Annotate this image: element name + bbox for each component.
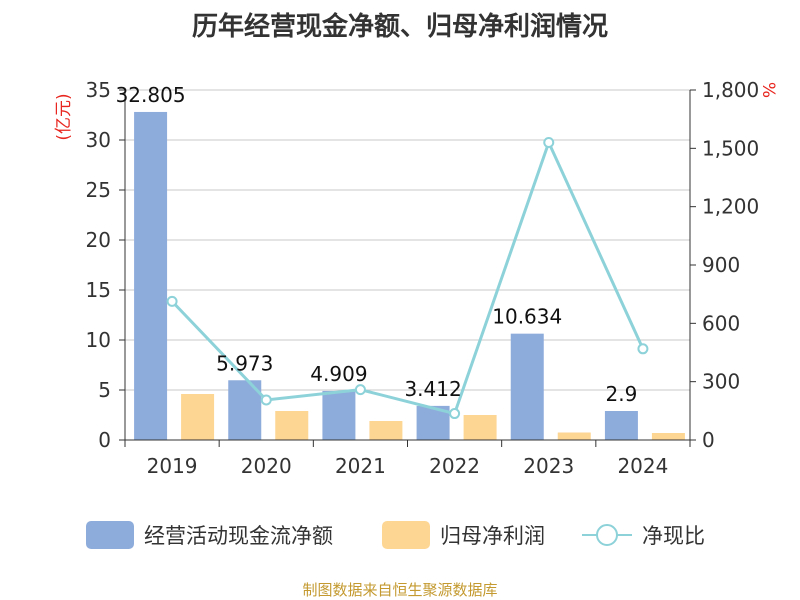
source-note: 制图数据来自恒生聚源数据库: [302, 581, 498, 599]
legend-label: 归母净利润: [440, 524, 545, 548]
y-right-unit: %: [758, 82, 778, 98]
legend-item-1[interactable]: 归母净利润: [382, 521, 545, 549]
data-labels: 32.805 5.973 4.909 3.412 10.634 2.9: [116, 83, 638, 406]
y-right-tick-label: 0: [702, 428, 715, 452]
legend-label: 净现比: [642, 524, 705, 548]
legend-item-2[interactable]: 净现比: [582, 524, 705, 548]
y-left-tick-label: 5: [98, 378, 111, 402]
y-left-tick-label: 35: [86, 78, 111, 102]
bar-net-profit: [463, 415, 497, 440]
bar-operating-cash: [510, 333, 544, 440]
legend-label: 经营活动现金流净额: [144, 524, 333, 548]
bar-operating-cash: [322, 390, 356, 440]
bar-net-profit: [181, 394, 215, 440]
ratio-point: [637, 343, 649, 355]
x-tick-label: 2024: [617, 454, 668, 478]
bar-net-profit: [651, 433, 685, 440]
ratio-line-path: [170, 138, 645, 416]
y-right-tick-label: 900: [702, 253, 740, 277]
legend-swatch: [382, 521, 430, 549]
y-right-tick-label: 1,200: [702, 195, 759, 219]
legend-marker: [596, 524, 618, 546]
bar-net-profit: [275, 411, 309, 440]
y-left-tick-label: 15: [86, 278, 111, 302]
legend-item-0[interactable]: 经营活动现金流净额: [86, 521, 333, 549]
ratio-point: [354, 384, 366, 396]
y-left-tick-label: 20: [86, 228, 111, 252]
y-left-unit: (亿元): [54, 93, 74, 140]
bars: [134, 111, 685, 440]
ratio-point: [166, 295, 178, 307]
ratio-line: [166, 137, 649, 420]
ratio-point: [543, 137, 555, 148]
grid-lines: [125, 89, 690, 391]
y-right-tick-label: 300: [702, 370, 740, 394]
y-right-tick-label: 1,500: [702, 136, 759, 160]
legend-swatch: [86, 521, 134, 549]
chart-title: 历年经营现金净额、归母净利润情况: [191, 12, 608, 42]
legend[interactable]: 经营活动现金流净额 归母净利润 净现比: [86, 521, 705, 549]
y-right-tick-label: 1,800: [702, 78, 759, 102]
y-left-tick-label: 30: [86, 128, 111, 152]
x-tick-label: 2020: [241, 454, 292, 478]
data-label: 4.909: [310, 362, 367, 386]
ratio-point: [260, 394, 272, 406]
axes: 0 5 10 15 20 25 30 35 0 300 600 900 1,200 1,500 1,800 (…: [54, 78, 778, 478]
data-label: 2.9: [606, 382, 638, 406]
y-left-tick-label: 10: [86, 328, 111, 352]
ratio-point: [449, 408, 461, 420]
data-label: 3.412: [404, 377, 461, 401]
bar-operating-cash: [134, 111, 168, 440]
x-tick-label: 2023: [523, 454, 574, 478]
bar-operating-cash: [604, 411, 638, 440]
y-left-tick-label: 0: [98, 428, 111, 452]
x-tick-label: 2019: [147, 454, 198, 478]
y-left-tick-label: 25: [86, 178, 111, 202]
y-right-tick-label: 600: [702, 311, 740, 335]
bar-net-profit: [557, 432, 591, 440]
x-tick-label: 2022: [429, 454, 480, 478]
data-label: 10.634: [492, 305, 562, 329]
data-label: 32.805: [116, 83, 186, 107]
bar-net-profit: [369, 421, 403, 440]
x-tick-label: 2021: [335, 454, 386, 478]
data-label: 5.973: [216, 351, 273, 375]
